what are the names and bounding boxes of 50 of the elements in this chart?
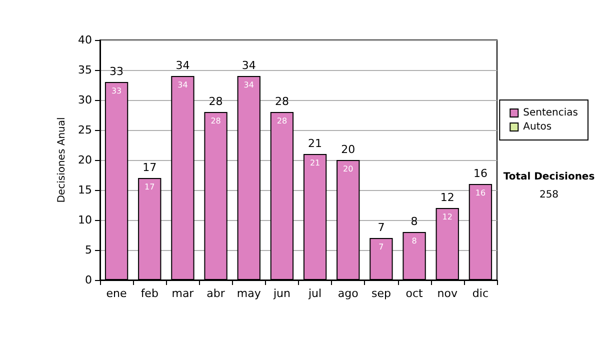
total-label: 12 bbox=[440, 191, 454, 204]
text: Total Decisiones bbox=[503, 172, 595, 182]
y-tick-label: 30 bbox=[78, 94, 92, 106]
total-label: 20 bbox=[341, 143, 356, 156]
total-label: 33 bbox=[110, 65, 124, 78]
data-label: 33 bbox=[111, 86, 122, 96]
x-tick-label: abr bbox=[206, 287, 226, 300]
y-tick-label: 35 bbox=[78, 64, 92, 76]
x-tick-label: mar bbox=[172, 287, 194, 300]
y-axis-title: Decisiones Anual bbox=[56, 117, 68, 203]
data-label: 34 bbox=[244, 80, 254, 90]
x-tick-label: may bbox=[236, 287, 262, 300]
data-label: 8 bbox=[412, 236, 417, 246]
total-label: 34 bbox=[176, 59, 190, 72]
total-label: 8 bbox=[410, 215, 418, 228]
x-tick-label: nov bbox=[437, 287, 458, 300]
y-tick-label: 10 bbox=[78, 214, 92, 226]
data-label: 28 bbox=[210, 116, 221, 126]
text: 258 bbox=[539, 190, 559, 200]
x-tick-label: ene bbox=[106, 287, 128, 300]
data-label: 20 bbox=[343, 164, 354, 174]
y-tick-label: 0 bbox=[85, 274, 92, 286]
x-tick-label: dic bbox=[472, 287, 489, 300]
total-label: 17 bbox=[142, 161, 157, 174]
total-label: 34 bbox=[242, 59, 256, 72]
x-tick-label: feb bbox=[140, 287, 158, 300]
data-label: 17 bbox=[144, 182, 155, 192]
x-tick-label: ago bbox=[338, 287, 359, 300]
y-tick-label: 40 bbox=[78, 34, 92, 46]
y-tick-label: 20 bbox=[78, 154, 92, 166]
x-tick-label: sep bbox=[371, 287, 391, 300]
legend-label: Autos bbox=[523, 122, 552, 132]
data-label: 16 bbox=[475, 188, 486, 198]
total-label: 21 bbox=[308, 137, 322, 150]
data-label: 34 bbox=[178, 80, 188, 90]
data-label: 7 bbox=[378, 242, 384, 252]
y-tick-label: 25 bbox=[78, 124, 92, 136]
data-label: 28 bbox=[276, 116, 288, 126]
data-label: 12 bbox=[442, 212, 452, 222]
legend-label: Sentencias bbox=[523, 108, 578, 118]
total-label: 16 bbox=[473, 167, 488, 180]
total-label: 28 bbox=[274, 95, 289, 108]
total-label: 28 bbox=[208, 95, 223, 108]
total-label: 7 bbox=[378, 221, 385, 234]
data-label: 21 bbox=[310, 158, 320, 168]
x-tick-label: oct bbox=[406, 287, 424, 300]
x-tick-label: jul bbox=[307, 287, 322, 300]
y-tick-label: 5 bbox=[85, 244, 92, 256]
y-tick-label: 15 bbox=[78, 184, 92, 196]
x-tick-label: jun bbox=[272, 287, 290, 300]
